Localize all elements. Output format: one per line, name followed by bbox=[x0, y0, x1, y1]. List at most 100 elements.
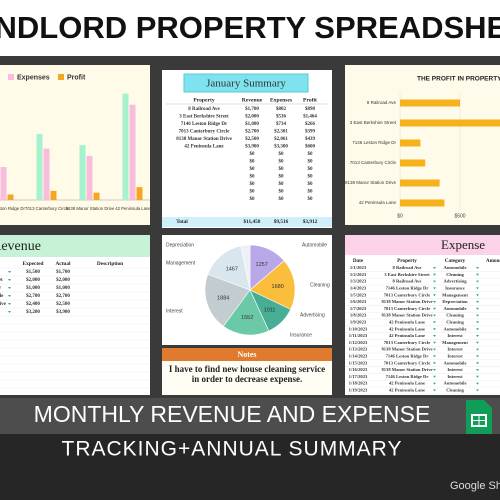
expense-panel: Expense Date Property Category Amount 1/1/202… bbox=[345, 235, 500, 395]
cell: $0 bbox=[279, 167, 285, 172]
dropdown-arrow bbox=[476, 294, 479, 297]
cell: $0 bbox=[308, 197, 314, 202]
column-header: Actual bbox=[55, 261, 71, 267]
cell: 8138 Manor Station Drive bbox=[0, 302, 7, 307]
cell: Depreciation bbox=[442, 299, 468, 304]
cell: $3,900 bbox=[56, 310, 70, 315]
cell: Cleaning bbox=[446, 272, 464, 277]
legend-swatch bbox=[58, 74, 64, 80]
cell: $266 bbox=[305, 122, 316, 127]
cell: Automobile bbox=[444, 381, 467, 386]
cell: 1/16/2023 bbox=[349, 367, 368, 372]
notes-text: I have to find new house cleaning servic… bbox=[168, 364, 326, 384]
cell: $1,000 bbox=[56, 286, 70, 291]
cell: 1/8/2023 bbox=[350, 313, 367, 318]
notes-box: I have to find new house cleaning servic… bbox=[168, 364, 326, 384]
cell: 42 Peninsula Lane bbox=[389, 319, 425, 324]
cell: $2,000 bbox=[56, 278, 70, 283]
legend-label: Cleaning bbox=[310, 282, 330, 288]
cell: 8138 Manor Station Drive bbox=[381, 299, 432, 304]
cell: 1/12/2023 bbox=[349, 340, 368, 345]
x-tick-label: 8138 Manor Station Drive bbox=[66, 206, 115, 211]
pie-slice bbox=[222, 289, 270, 336]
cell: 3 East Berkshire Street bbox=[179, 115, 229, 120]
bar bbox=[400, 179, 440, 187]
cell: Automobile bbox=[444, 360, 467, 365]
dropdown-arrow bbox=[476, 321, 479, 324]
header-band bbox=[345, 235, 500, 255]
x-tick-label: $0 bbox=[397, 213, 403, 219]
cell: Insurance bbox=[445, 285, 465, 290]
bar bbox=[400, 139, 421, 147]
dropdown-arrow bbox=[433, 348, 436, 351]
pie-slice bbox=[207, 245, 251, 291]
cell: Management bbox=[442, 340, 468, 345]
cell: $2,301 bbox=[274, 130, 288, 135]
dropdown-arrow bbox=[476, 389, 479, 392]
bar bbox=[43, 148, 50, 200]
cell: 1/3/2023 bbox=[350, 279, 367, 284]
cell: $0 bbox=[279, 197, 285, 202]
cell: 7013 Canterbury Circle bbox=[0, 294, 4, 299]
cell: $1,000 bbox=[26, 286, 40, 291]
dropdown-arrow bbox=[8, 271, 11, 273]
cell: $439 bbox=[305, 137, 316, 142]
bar bbox=[86, 156, 93, 200]
bar bbox=[7, 194, 14, 200]
cell: $0 bbox=[308, 160, 314, 165]
cell: $2,700 bbox=[245, 130, 259, 135]
cell: $0 bbox=[308, 182, 314, 187]
cell: 1/7/2023 bbox=[350, 306, 367, 311]
logo-text: Google Sheets bbox=[450, 480, 500, 492]
cell: 1/1/2023 bbox=[350, 265, 367, 270]
dropdown-arrow bbox=[433, 382, 436, 385]
notes-band bbox=[162, 348, 332, 361]
pie-slice bbox=[249, 260, 296, 310]
cell: 3 East Berkshire Street bbox=[384, 272, 430, 277]
bar bbox=[400, 99, 460, 107]
cell: Interest bbox=[447, 374, 463, 379]
cell: $0 bbox=[250, 182, 256, 187]
cell: 1/6/2023 bbox=[350, 299, 367, 304]
cell: $0 bbox=[250, 167, 256, 172]
cell: $0 bbox=[250, 175, 256, 180]
cell: 42 Peninsula Lane bbox=[184, 145, 224, 150]
cell: Interest bbox=[447, 333, 463, 338]
cell: $1,500 bbox=[26, 270, 40, 275]
cell: 1/13/2023 bbox=[349, 347, 368, 352]
slice-label: 1257 bbox=[256, 262, 268, 268]
bar bbox=[136, 187, 143, 200]
title-area bbox=[0, 0, 500, 56]
slice-label: 1011 bbox=[264, 307, 276, 313]
dropdown-arrow bbox=[433, 335, 436, 337]
cell: $2,000 bbox=[26, 278, 40, 283]
cell: $1,700 bbox=[245, 107, 259, 112]
column-header: Amount bbox=[486, 258, 500, 264]
cell: $0 bbox=[279, 152, 285, 157]
cell: 7013 Canterbury Circle bbox=[384, 360, 431, 365]
bar bbox=[0, 167, 7, 200]
notes-panel: Notes I have to find new house cleaning s… bbox=[162, 348, 332, 395]
cell: 7146 Leston Ridge Dr bbox=[386, 353, 429, 358]
cell: $0 bbox=[250, 197, 256, 202]
cell: Cleaning bbox=[446, 313, 464, 318]
column-header: Property bbox=[193, 97, 215, 103]
cell: 7146 Leston Ridge Dr bbox=[386, 374, 429, 379]
cell: 1/17/2023 bbox=[349, 374, 368, 379]
cell: $898 bbox=[305, 107, 316, 112]
dropdown-arrow bbox=[433, 362, 436, 365]
dropdown-arrow bbox=[433, 355, 436, 358]
cell: Cleaning bbox=[446, 319, 464, 324]
cell: Interest bbox=[447, 347, 463, 352]
y-tick-label: 3 East Berkshire Street bbox=[350, 120, 397, 125]
cell: $536 bbox=[276, 115, 287, 120]
dropdown-arrow bbox=[476, 355, 479, 358]
cell: 8138 Manor Station Drive bbox=[176, 137, 232, 142]
cell: Management bbox=[442, 292, 468, 297]
cell: 1/14/2023 bbox=[349, 353, 368, 358]
column-header: Date bbox=[353, 258, 364, 264]
dropdown-arrow bbox=[476, 273, 479, 276]
dropdown-arrow bbox=[8, 303, 11, 305]
